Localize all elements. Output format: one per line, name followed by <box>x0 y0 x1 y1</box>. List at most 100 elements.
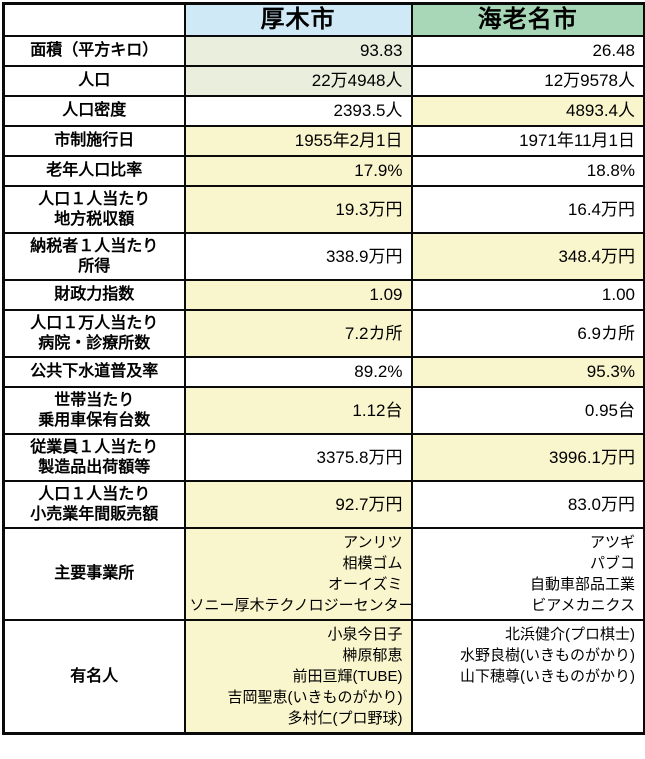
row-label-line: 人口密度 <box>62 102 127 120</box>
ebina-value-cell: 83.0万円 <box>410 480 645 529</box>
table-row: 世帯当たり乗用車保有台数 1.12台 0.95台 <box>2 386 645 435</box>
table-row: 老年人口比率 17.9% 18.8% <box>2 155 645 187</box>
table-row: 人口１人当たり 地方税収額 19.3万円 16.4万円 <box>2 185 645 234</box>
comparison-table: 厚木市 海老名市 面積（平方キロ） 93.83 26.48 人口 22万4948人 12万… <box>2 2 645 735</box>
row-label-cell: 公共下水道普及率 <box>2 356 186 388</box>
table-row: 従業員１人当たり 製造品出荷額等 3375.8万円 3996.1万円 <box>2 433 645 482</box>
row-label-cell: 有名人 <box>2 619 186 735</box>
value-line: 19.3万円 <box>335 199 403 219</box>
column-header-ebina: 海老名市 <box>410 2 645 37</box>
value-line: 22万4948人 <box>311 71 403 90</box>
table-row: 市制施行日 1955年2月1日 1971年11月1日 <box>2 125 645 157</box>
value-line: 0.95台 <box>584 400 635 420</box>
ebina-value-cell: 1.00 <box>410 279 645 311</box>
value-line: 水野良樹(いきものがかり) <box>460 647 635 664</box>
row-label-line: 納税者１人当たり <box>30 238 159 255</box>
row-label-line: 人口１万人当たり <box>30 315 159 332</box>
atsugi-value-cell: 22万4948人 <box>183 65 413 97</box>
table-row: 公共下水道普及率 89.2% 95.3% <box>2 356 645 388</box>
atsugi-value-cell: 19.3万円 <box>183 185 413 234</box>
row-label-line: 人口 <box>78 72 111 90</box>
row-label-cell: 人口 <box>2 65 186 97</box>
table-row: 有名人 小泉今日子 榊原郁恵 前田亘輝(TUBE) 吉岡聖恵(いきものがかり) 多村仁(プ… <box>2 619 645 735</box>
row-label-line: 地方税収額 <box>54 210 135 228</box>
row-label-cell: 納税者１人当たり 所得 <box>2 232 186 281</box>
value-line: 山下穂尊(いきものがかり) <box>460 668 635 685</box>
row-label-cell: 人口１人当たり 地方税収額 <box>2 185 186 234</box>
value-line: 26.48 <box>592 41 635 60</box>
ebina-value-cell: 95.3% <box>410 356 645 388</box>
table-row: 納税者１人当たり 所得 338.9万円 348.4万円 <box>2 232 645 281</box>
row-label-line: 乗用車保有台数 <box>38 411 151 429</box>
atsugi-value-cell: アンリツ 相模ゴム オーイズミ ソニー厚木テクノロジーセンター <box>183 527 413 621</box>
row-label-cell: 世帯当たり乗用車保有台数 <box>2 386 186 435</box>
value-line: 92.7万円 <box>335 494 403 514</box>
row-label-line: 従業員１人当たり <box>30 439 159 456</box>
row-label-line: 公共下水道普及率 <box>30 363 159 381</box>
atsugi-value-cell: 7.2カ所 <box>183 309 413 358</box>
value-line: 自動車部品工業 <box>529 576 635 593</box>
ebina-value-cell: 1971年11月1日 <box>410 125 645 157</box>
row-label-line: 所得 <box>78 257 111 275</box>
value-line: 1955年2月1日 <box>294 131 403 150</box>
atsugi-value-cell: 93.83 <box>183 35 413 67</box>
table-header: 厚木市 海老名市 <box>2 2 645 37</box>
row-label-cell: 老年人口比率 <box>2 155 186 187</box>
value-line: 89.2% <box>354 362 403 381</box>
row-label-cell: 人口１万人当たり 病院・診療所数 <box>2 309 186 358</box>
row-label-cell: 主要事業所 <box>2 527 186 621</box>
atsugi-value-cell: 338.9万円 <box>183 232 413 281</box>
row-label-line: 主要事業所 <box>54 565 135 583</box>
atsugi-value-cell: 1.12台 <box>183 386 413 435</box>
ebina-value-cell: 3996.1万円 <box>410 433 645 482</box>
value-line: 1.00 <box>601 285 635 304</box>
value-line: パブコ <box>589 555 635 572</box>
atsugi-value-cell: 2393.5人 <box>183 95 413 127</box>
row-label-line: 小売業年間販売額 <box>30 505 159 523</box>
row-label-line: 老年人口比率 <box>46 162 143 180</box>
row-label-cell: 市制施行日 <box>2 125 186 157</box>
ebina-value-cell: 4893.4人 <box>410 95 645 127</box>
ebina-value-cell: 0.95台 <box>410 386 645 435</box>
ebina-value-cell: 6.9カ所 <box>410 309 645 358</box>
row-label-line: 製造品出荷額等 <box>38 458 151 476</box>
value-line: 17.9% <box>354 161 403 180</box>
row-label-line: 面積（平方キロ） <box>30 42 159 60</box>
atsugi-value-cell: 3375.8万円 <box>183 433 413 482</box>
row-label-cell: 財政力指数 <box>2 279 186 311</box>
value-line: アンリツ <box>343 534 403 551</box>
table-body: 面積（平方キロ） 93.83 26.48 人口 22万4948人 12万9578人 人口密度… <box>2 35 645 735</box>
value-line: ビアメカニクス <box>531 597 635 614</box>
row-label-cell: 人口密度 <box>2 95 186 127</box>
row-label-line: 財政力指数 <box>54 286 135 304</box>
row-label-line: 人口１人当たり <box>38 191 151 208</box>
ebina-value-cell: 12万9578人 <box>410 65 645 97</box>
value-line: 83.0万円 <box>567 494 635 514</box>
row-label-line: 人口１人当たり <box>38 486 151 503</box>
ebina-value-cell: 348.4万円 <box>410 232 645 281</box>
row-label-line: 世帯当たり <box>54 392 135 409</box>
row-label-line: 市制施行日 <box>54 132 135 150</box>
atsugi-value-cell: 17.9% <box>183 155 413 187</box>
value-line: 16.4万円 <box>567 199 635 219</box>
value-line: 北浜健介(プロ棋士) <box>505 626 635 643</box>
table-row: 面積（平方キロ） 93.83 26.48 <box>2 35 645 67</box>
row-label-cell: 面積（平方キロ） <box>2 35 186 67</box>
value-line: 吉岡聖恵(いきものがかり) <box>227 689 403 706</box>
value-line: 1.12台 <box>352 400 403 420</box>
table-row: 人口密度 2393.5人 4893.4人 <box>2 95 645 127</box>
ebina-value-cell: 16.4万円 <box>410 185 645 234</box>
value-line: 前田亘輝(TUBE) <box>292 668 403 685</box>
table-row: 財政力指数 1.09 1.00 <box>2 279 645 311</box>
value-line: 7.2カ所 <box>344 323 403 343</box>
row-label-cell: 人口１人当たり 小売業年間販売額 <box>2 480 186 529</box>
table-row: 人口１万人当たり 病院・診療所数 7.2カ所 6.9カ所 <box>2 309 645 358</box>
header-row: 厚木市 海老名市 <box>2 2 645 37</box>
table-row: 人口１人当たり 小売業年間販売額 92.7万円 83.0万円 <box>2 480 645 529</box>
corner-header-cell <box>2 2 186 37</box>
row-label-line: 病院・診療所数 <box>38 334 151 352</box>
ebina-value-cell: 26.48 <box>410 35 645 67</box>
atsugi-value-cell: 1955年2月1日 <box>183 125 413 157</box>
value-line: 3375.8万円 <box>316 447 403 467</box>
value-line: ソニー厚木テクノロジーセンター <box>189 597 412 614</box>
